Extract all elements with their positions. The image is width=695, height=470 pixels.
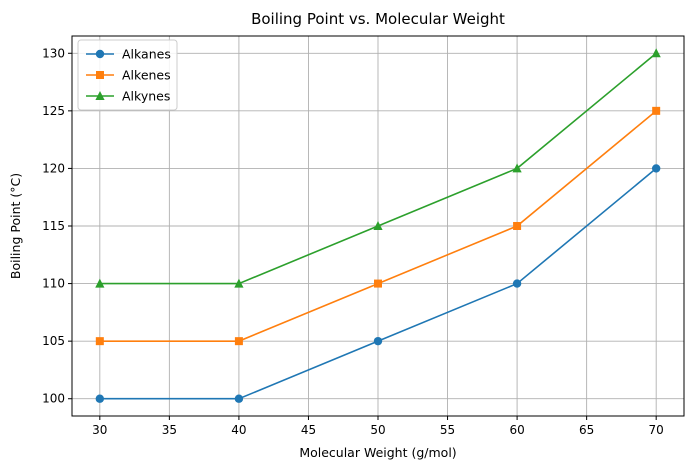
data-point (373, 336, 383, 346)
y-tick-label: 125 (42, 104, 65, 118)
x-tick-label: 40 (231, 423, 246, 437)
x-tick-label: 35 (162, 423, 177, 437)
data-point (234, 278, 244, 288)
series-alkanes (95, 164, 661, 403)
data-point (651, 48, 661, 58)
y-tick-label: 120 (42, 161, 65, 175)
legend-item-alkenes: Alkenes (86, 68, 171, 83)
legend-box (77, 39, 178, 111)
legend-marker (96, 71, 104, 79)
x-tick-label: 65 (579, 423, 594, 437)
y-tick-label: 100 (42, 392, 65, 406)
data-point (95, 278, 105, 288)
x-tick-label: 30 (92, 423, 107, 437)
data-point (513, 222, 522, 230)
data-point (652, 106, 661, 115)
data-point (374, 279, 382, 288)
x-tick-label: 50 (370, 423, 385, 437)
legend-marker (95, 91, 105, 100)
x-tick-label: 70 (649, 423, 664, 437)
ticks: 30 35 40 45 50 55 60 65 70 100 105 110 115 120 125 130 (42, 46, 664, 437)
chart-title: Boiling Point vs. Molecular Weight (251, 10, 505, 28)
y-tick-label: 130 (42, 46, 65, 60)
y-axis-label: Boiling Point (°C) (8, 173, 23, 279)
data-point (234, 337, 243, 346)
x-tick-label: 55 (440, 423, 455, 437)
legend: Alkanes Alkenes Alkynes (77, 39, 178, 111)
y-tick-label: 115 (42, 219, 65, 233)
data-point (95, 337, 104, 346)
legend-label: Alkynes (122, 89, 170, 104)
y-tick-label: 105 (42, 334, 65, 348)
legend-marker (95, 49, 105, 59)
data-point (512, 279, 522, 288)
data-point (373, 221, 383, 230)
legend-item-alkanes: Alkanes (86, 47, 171, 62)
series-alkynes (95, 48, 661, 288)
data-point (512, 163, 522, 173)
legend-label: Alkenes (122, 68, 171, 83)
data-point (95, 394, 105, 403)
x-tick-label: 60 (509, 423, 524, 437)
x-axis-label: Molecular Weight (g/mol) (299, 445, 456, 460)
x-tick-label: 45 (301, 423, 316, 437)
legend-item-alkynes: Alkynes (86, 89, 170, 104)
series-alkenes (95, 106, 661, 346)
data-point (234, 394, 244, 403)
data-point (651, 164, 661, 173)
legend-label: Alkanes (122, 47, 171, 62)
y-tick-label: 110 (42, 277, 65, 291)
series-layer (95, 48, 661, 403)
